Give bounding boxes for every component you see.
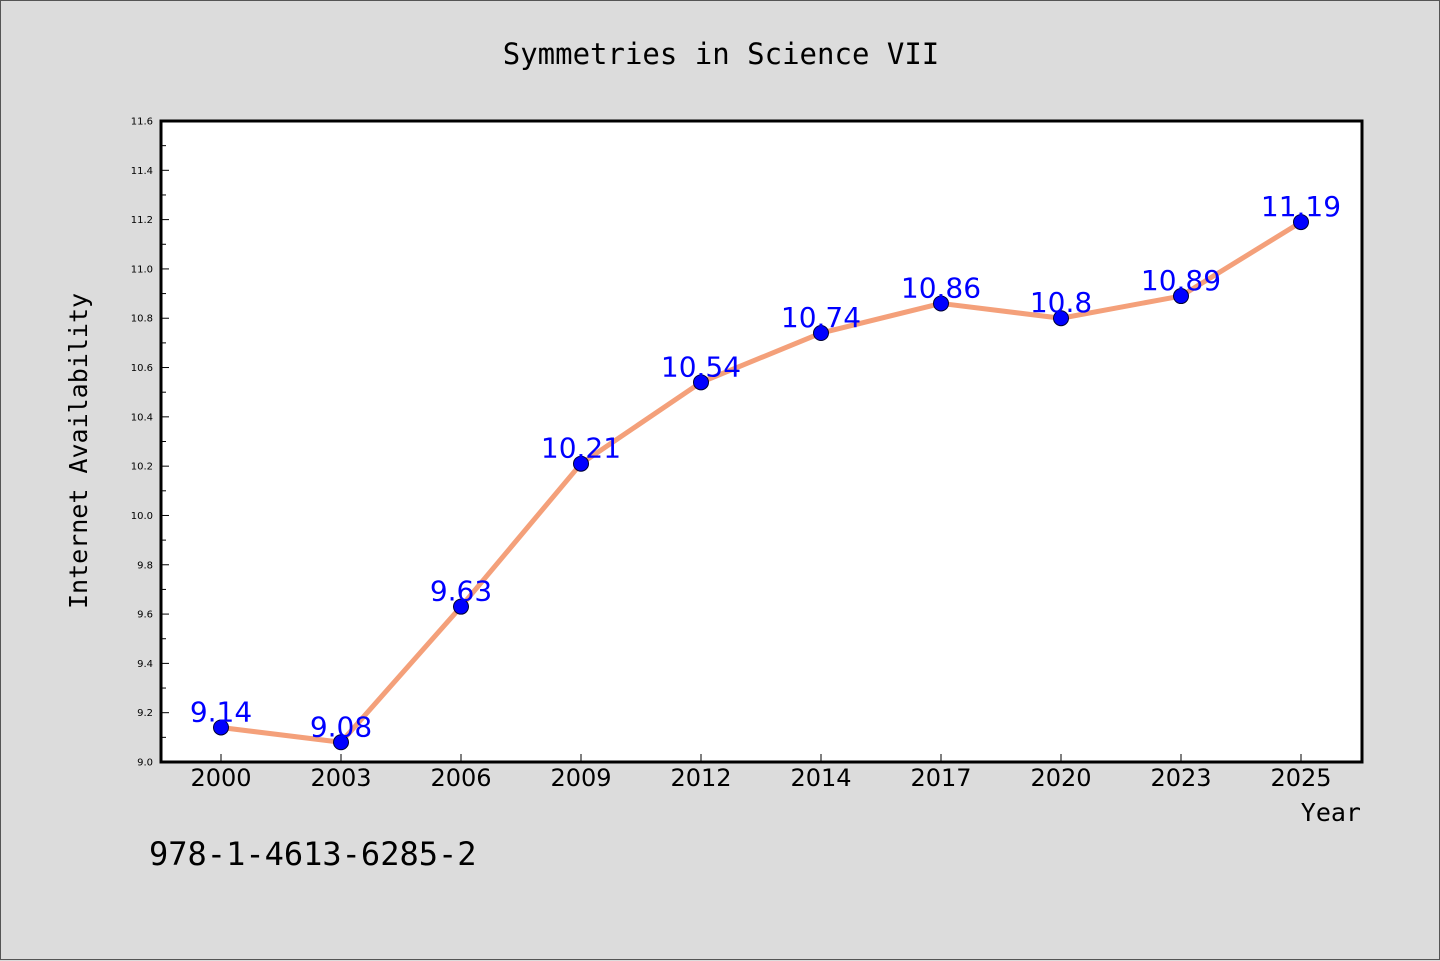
data-label: 9.14 [190,695,252,728]
series-line [220,219,1303,745]
x-tick-label: 2009 [550,764,611,792]
y-tick-label: 10.6 [131,363,153,374]
data-point [1053,310,1069,327]
x-tick-label: 2000 [190,764,251,792]
x-tick-label: 2023 [1150,764,1211,792]
data-point [573,455,589,472]
y-axis-ticks [161,120,169,763]
y-tick-label: 11.6 [131,117,153,128]
data-label: 11.19 [1261,190,1341,223]
y-tick-label: 11.4 [131,166,153,177]
data-label: 10.86 [901,271,981,304]
y-tick-label: 10.8 [131,314,153,325]
data-point [213,719,229,736]
x-tick-label: 2025 [1270,764,1331,792]
data-point [693,374,709,391]
x-tick-label: 2006 [430,764,491,792]
data-point-markers [213,214,1309,751]
y-tick-label: 10.0 [131,511,153,522]
y-tick-label: 9.4 [137,659,153,670]
data-point [933,295,949,312]
data-label: 10.8 [1030,286,1092,319]
data-labels: 9.14 9.08 9.63 10.21 10.54 10.74 10.86 10.8 10.8… [190,190,1341,743]
data-point [333,734,349,751]
x-axis-tick-labels: 2000 2003 2006 2009 2012 2014 2017 2020 2023 2025 [190,764,1331,792]
x-axis-label: Year [1301,798,1361,827]
data-label: 10.89 [1141,264,1221,297]
y-tick-label: 10.4 [131,412,153,423]
data-point [453,598,469,615]
y-tick-label: 9.8 [137,560,153,571]
x-tick-label: 2020 [1030,764,1091,792]
y-tick-label: 9.6 [137,610,153,621]
plot-area [159,119,1364,764]
data-point [813,325,829,342]
chart-title: Symmetries in Science VII [503,37,940,71]
data-label: 9.63 [430,575,492,608]
data-label: 10.74 [781,301,861,334]
y-axis-label: Internet Availability [64,293,93,609]
x-axis-ticks [220,754,1302,762]
y-tick-label: 11.0 [131,264,153,275]
y-tick-label: 9.2 [137,708,153,719]
y-axis-tick-labels: 9.0 9.2 9.4 9.6 9.8 10.0 10.2 10.4 10.6 10.8 11.0 1… [131,117,153,769]
data-point [1173,288,1189,305]
y-tick-label: 11.2 [131,215,153,226]
isbn-footer: 978-1-4613-6285-2 [149,835,477,873]
x-tick-label: 2014 [790,764,851,792]
data-label: 9.08 [310,710,372,743]
x-tick-label: 2003 [310,764,371,792]
data-label: 10.54 [661,350,741,383]
data-point [1293,214,1309,231]
x-tick-label: 2017 [910,764,971,792]
y-tick-label: 10.2 [131,462,153,473]
data-label: 10.21 [541,432,621,465]
y-tick-label: 9.0 [137,758,153,769]
x-tick-label: 2012 [670,764,731,792]
